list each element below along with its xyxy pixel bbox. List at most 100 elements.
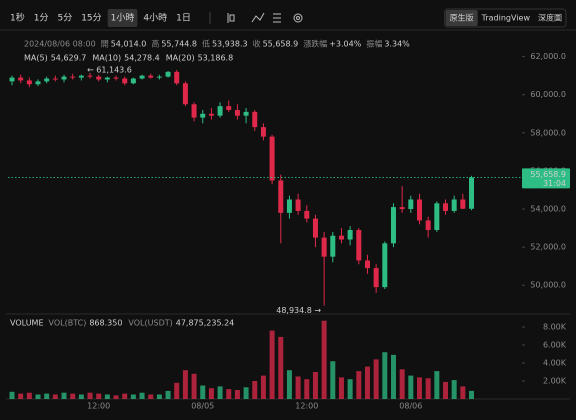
- volume-bar: [347, 379, 353, 399]
- x-tick-label: 08/06: [399, 402, 422, 411]
- volume-bar: [390, 354, 396, 399]
- candle-body: [9, 77, 15, 82]
- volume-y-tick-label: 2.00K: [543, 377, 567, 386]
- volume-bar: [260, 375, 266, 399]
- settings-icon-center[interactable]: [296, 16, 300, 20]
- y-tick-label: 62,000.0: [530, 52, 566, 61]
- volume-bar: [321, 320, 327, 399]
- volume-bar: [18, 393, 24, 399]
- info-label: 高: [151, 39, 159, 49]
- countdown-label: 31:04: [543, 179, 566, 188]
- candle-body: [347, 229, 353, 240]
- info-value: 55,658.9: [263, 40, 299, 49]
- candle-body: [226, 106, 232, 110]
- candle-body: [26, 80, 32, 85]
- info-value: 54,014.0: [111, 40, 147, 49]
- volume-bar: [148, 394, 154, 399]
- candle-icon-body[interactable]: [229, 14, 235, 22]
- volume-legend-value: 868.350: [89, 319, 122, 328]
- interval-tab[interactable]: 5分: [57, 13, 72, 24]
- volume-bar: [234, 390, 240, 399]
- x-tick-label: 12:00: [87, 402, 110, 411]
- volume-bar: [78, 394, 84, 399]
- candle-body: [408, 199, 414, 210]
- volume-bar: [96, 393, 102, 399]
- volume-bar: [122, 393, 128, 399]
- interval-tab[interactable]: 1分: [34, 13, 49, 24]
- ma-legend-name: MA(5): [24, 54, 48, 63]
- candle-body: [364, 260, 370, 269]
- volume-legend-name: VOL(BTC): [49, 319, 87, 328]
- x-tick-label: 12:00: [295, 402, 318, 411]
- candle-body: [338, 235, 344, 240]
- volume-bar: [295, 376, 301, 399]
- info-label: 收: [253, 39, 261, 49]
- content: 1秒 1分 5分 15分 1小時 4小時 1日 原生版 TradingView 深度圖 2024/0…: [8, 8, 570, 411]
- volume-bar: [408, 375, 414, 399]
- volume-bar: [278, 336, 284, 399]
- volume-bar: [9, 391, 15, 399]
- interval-tab[interactable]: 1秒: [10, 12, 25, 24]
- interval-active-bg[interactable]: [107, 9, 138, 27]
- volume-bar: [338, 377, 344, 399]
- candle-body: [269, 136, 275, 181]
- volume-bar: [434, 371, 440, 399]
- volume-bar: [399, 369, 405, 399]
- candle-body: [139, 75, 145, 79]
- candle-body: [61, 76, 67, 80]
- ma-legend-name: MA(10): [92, 54, 121, 63]
- candle-body: [113, 77, 119, 79]
- y-tick-label: 54,000.0: [530, 205, 566, 214]
- candle-body: [87, 75, 93, 77]
- candle-body: [130, 78, 136, 84]
- volume-bar: [304, 379, 310, 399]
- info-value: 3.34%: [384, 40, 410, 49]
- volume-bar: [130, 394, 136, 399]
- candle-body: [174, 71, 180, 84]
- settings-icon[interactable]: [293, 13, 303, 23]
- volume-bar: [443, 381, 448, 399]
- volume-bar: [373, 359, 379, 399]
- candle-body: [252, 111, 258, 128]
- volume-legend-value: 47,875,235.24: [176, 319, 235, 328]
- view-tab[interactable]: 原生版: [450, 13, 474, 23]
- volume-bar: [416, 377, 422, 399]
- volume-bar: [226, 389, 232, 399]
- volume-bar: [330, 361, 336, 399]
- info-label: 振幅: [366, 39, 382, 49]
- candle-body: [234, 109, 240, 116]
- volume-bar: [269, 330, 275, 399]
- x-tick-label: 08/05: [191, 402, 214, 411]
- info-time: 2024/08/06 08:00: [24, 40, 96, 49]
- interval-tab[interactable]: 1小時: [111, 13, 135, 24]
- view-tab[interactable]: TradingView: [481, 14, 531, 23]
- volume-bar: [364, 366, 370, 399]
- toolbar-icons[interactable]: [209, 12, 303, 24]
- candle-body: [70, 76, 76, 78]
- volume-y-tick-label: 6.00K: [543, 341, 567, 350]
- y-tick-label: 52,000.0: [530, 243, 566, 252]
- interval-tab[interactable]: 15分: [81, 13, 101, 24]
- interval-tab[interactable]: 1日: [176, 13, 191, 24]
- candle-body: [122, 78, 128, 84]
- interval-tab[interactable]: 4小時: [143, 13, 167, 24]
- info-value: 53,938.3: [212, 40, 248, 49]
- volume-y-tick-label: 4.00K: [543, 359, 567, 368]
- candle-body: [304, 210, 310, 219]
- ma-legend-value: 54,278.4: [124, 54, 160, 63]
- volume-bar: [451, 380, 457, 399]
- view-tab[interactable]: 深度圖: [538, 13, 562, 23]
- candle-body: [96, 76, 102, 80]
- volume-bar: [44, 393, 50, 399]
- volume-bar: [104, 394, 110, 399]
- ma-legend-value: 53,186.8: [198, 54, 234, 63]
- volume-bar: [191, 373, 197, 399]
- candle-body: [78, 75, 84, 78]
- indicator-icon[interactable]: [251, 12, 265, 23]
- info-label: 漲跌幅: [303, 39, 327, 49]
- low-annotation: 48,934.8 →: [276, 306, 321, 315]
- candle-body: [312, 218, 318, 238]
- volume-bar: [70, 393, 76, 399]
